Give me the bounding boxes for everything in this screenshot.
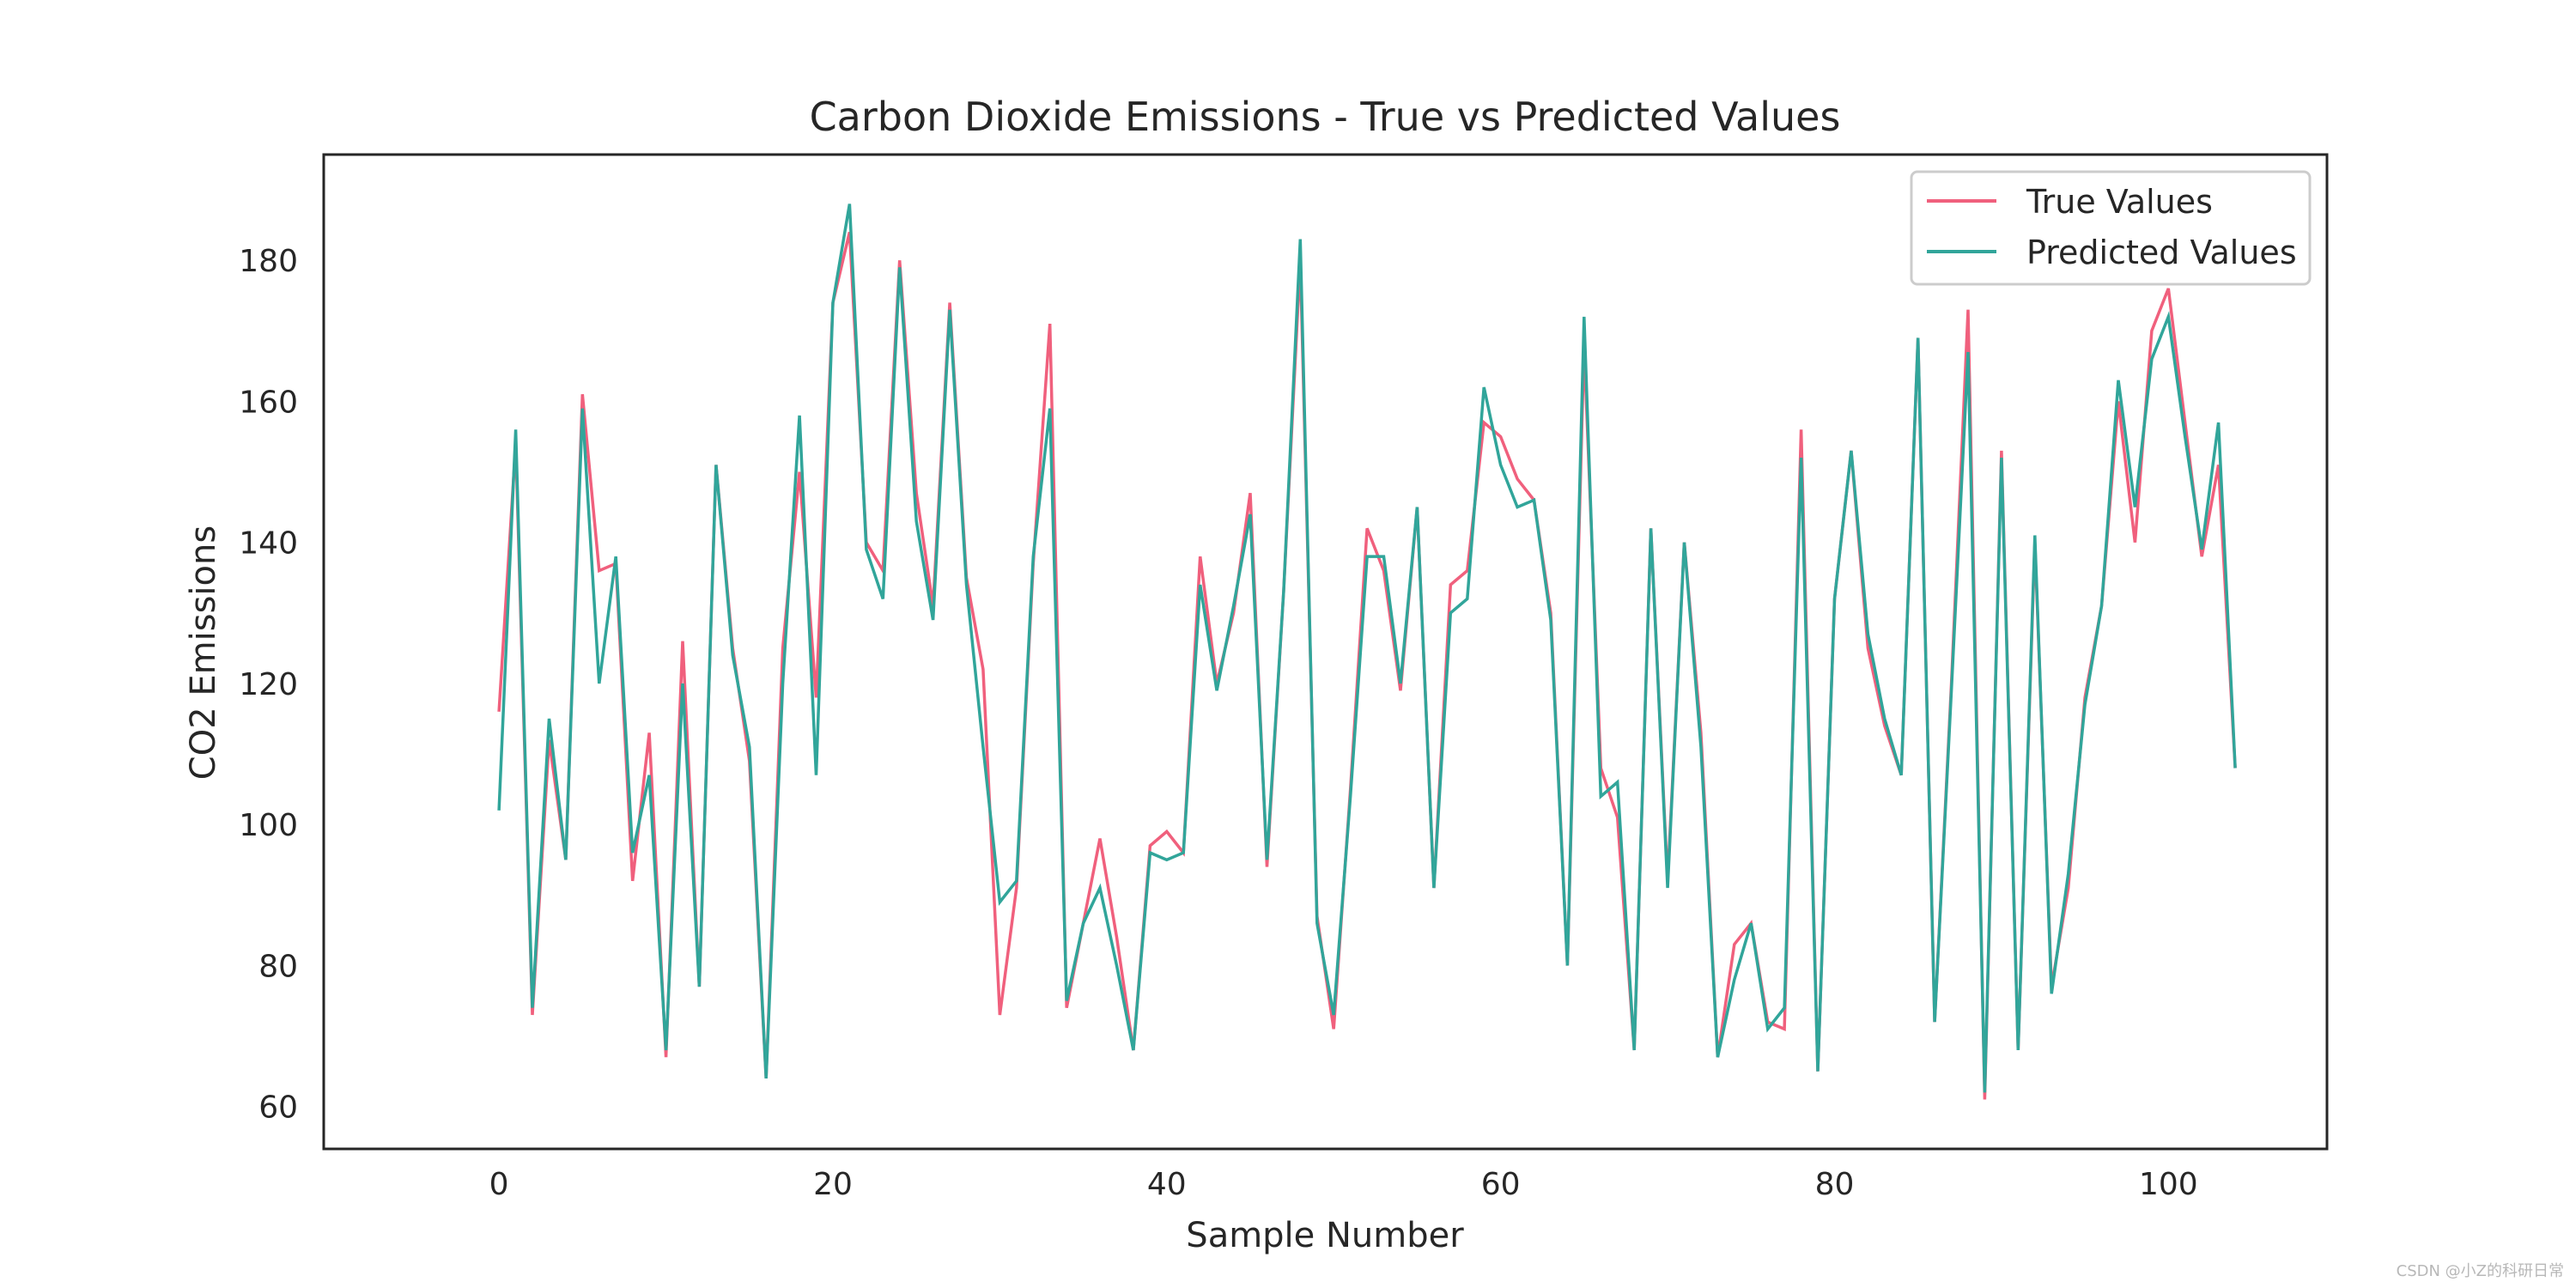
y-tick-label: 180 (239, 244, 298, 279)
y-tick-label: 160 (239, 385, 298, 420)
y-tick-label: 120 (239, 667, 298, 702)
y-tick-label: 60 (258, 1091, 298, 1126)
watermark: CSDN @小Z的科研日常 (2396, 1262, 2564, 1280)
series-line-predicted-values (497, 204, 2237, 1093)
chart-title: Carbon Dioxide Emissions - True vs Predi… (810, 94, 1841, 140)
y-tick-label: 140 (239, 526, 298, 562)
y-axis-label: CO2 Emissions (184, 526, 223, 780)
plot-area (322, 153, 2329, 1151)
x-axis-label: Sample Number (1186, 1216, 1464, 1255)
legend-label-predicted-values: Predicted Values (2026, 234, 2297, 271)
y-tick-label: 80 (258, 949, 298, 984)
legend-label-true-values: True Values (2026, 183, 2213, 221)
plot-frame (322, 153, 2329, 1151)
x-tick-label: 60 (1481, 1167, 1521, 1202)
x-tick-label: 20 (813, 1167, 853, 1202)
x-tick-label: 80 (1815, 1167, 1855, 1202)
x-tick-label: 0 (489, 1167, 509, 1202)
y-axis: 60 80 100 120 140 160 180 (239, 244, 298, 1126)
series-layer (497, 204, 2237, 1100)
y-tick-label: 100 (239, 808, 298, 843)
x-tick-label: 100 (2139, 1167, 2198, 1202)
x-axis: 0 20 40 60 80 100 (489, 1167, 2198, 1202)
legend-box (1910, 170, 2312, 286)
legend: True Values Predicted Values (1910, 170, 2312, 286)
x-tick-label: 40 (1147, 1167, 1187, 1202)
